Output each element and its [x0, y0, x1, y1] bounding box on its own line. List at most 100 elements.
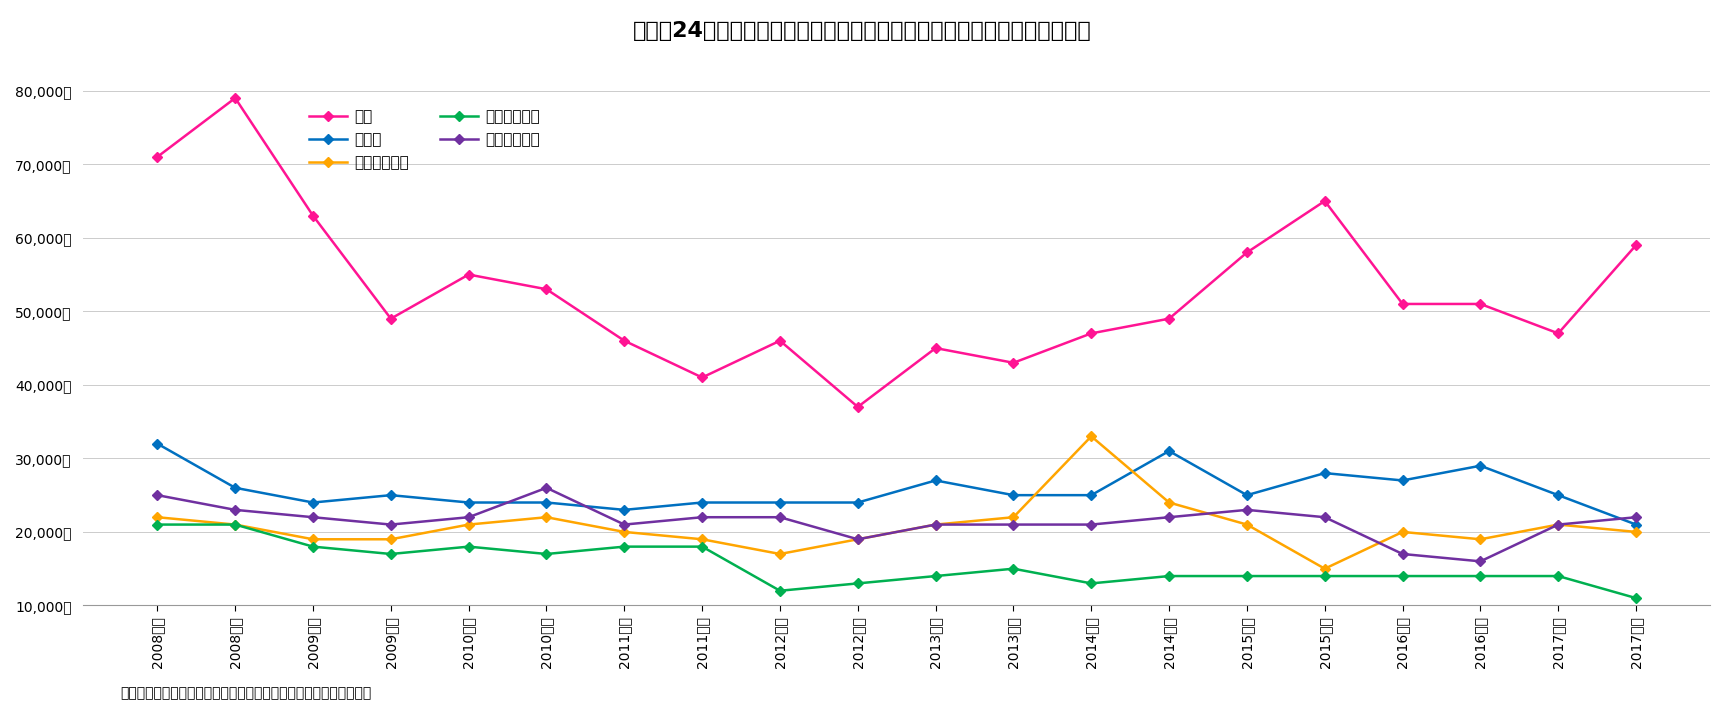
大通（札幌）	[224, 520, 245, 529]
銀座	[1237, 249, 1258, 257]
栄（名古屋）	[459, 520, 480, 529]
栄（名古屋）	[1314, 565, 1335, 573]
栄（名古屋）	[302, 535, 323, 543]
心斎橋	[692, 498, 712, 507]
栄（名古屋）	[847, 535, 868, 543]
大通（札幌）	[147, 520, 167, 529]
天神（福岡）	[692, 513, 712, 522]
銀座	[302, 211, 323, 220]
栄（名古屋）	[1004, 513, 1025, 522]
大通（札幌）	[1237, 572, 1258, 580]
Line: 大通（札幌）: 大通（札幌）	[154, 521, 1639, 602]
栄（名古屋）	[147, 513, 167, 522]
大通（札幌）	[1625, 594, 1646, 603]
天神（福岡）	[1547, 520, 1568, 529]
大通（札幌）	[1159, 572, 1180, 580]
栄（名古屋）	[1082, 432, 1102, 441]
心斎橋	[925, 476, 945, 484]
栄（名古屋）	[1392, 528, 1413, 536]
天神（福岡）	[1470, 557, 1490, 565]
心斎橋	[1004, 491, 1025, 499]
Text: 図表－24　主要都市のプライム商業エリア路面店舗賃料（月･坪当たり）: 図表－24 主要都市のプライム商業エリア路面店舗賃料（月･坪当たり）	[633, 21, 1092, 41]
心斎橋	[1237, 491, 1258, 499]
銀座	[1547, 329, 1568, 338]
心斎橋	[224, 484, 245, 492]
栄（名古屋）	[1237, 520, 1258, 529]
銀座	[224, 94, 245, 102]
銀座	[847, 403, 868, 411]
心斎橋	[769, 498, 790, 507]
Text: （出所）日本不動産研究所、ビーエーシー・アーバンプロジェクト: （出所）日本不動産研究所、ビーエーシー・アーバンプロジェクト	[121, 686, 373, 700]
天神（福岡）	[302, 513, 323, 522]
心斎橋	[847, 498, 868, 507]
大通（札幌）	[614, 542, 635, 551]
心斎橋	[614, 505, 635, 514]
天神（福岡）	[224, 505, 245, 514]
心斎橋	[381, 491, 402, 499]
栄（名古屋）	[1470, 535, 1490, 543]
天神（福岡）	[1082, 520, 1102, 529]
心斎橋	[1392, 476, 1413, 484]
心斎橋	[1625, 520, 1646, 529]
天神（福岡）	[847, 535, 868, 543]
銀座	[692, 373, 712, 382]
栄（名古屋）	[925, 520, 945, 529]
大通（札幌）	[1392, 572, 1413, 580]
銀座	[1470, 300, 1490, 308]
天神（福岡）	[147, 491, 167, 499]
天神（福岡）	[381, 520, 402, 529]
大通（札幌）	[1314, 572, 1335, 580]
銀座	[769, 337, 790, 345]
銀座	[381, 315, 402, 323]
栄（名古屋）	[224, 520, 245, 529]
大通（札幌）	[692, 542, 712, 551]
心斎橋	[1547, 491, 1568, 499]
大通（札幌）	[381, 550, 402, 558]
天神（福岡）	[1004, 520, 1025, 529]
天神（福岡）	[459, 513, 480, 522]
栄（名古屋）	[614, 528, 635, 536]
心斎橋	[1159, 447, 1180, 455]
栄（名古屋）	[769, 550, 790, 558]
銀座	[147, 153, 167, 161]
大通（札幌）	[1004, 565, 1025, 573]
栄（名古屋）	[381, 535, 402, 543]
大通（札幌）	[1547, 572, 1568, 580]
大通（札幌）	[1082, 579, 1102, 588]
栄（名古屋）	[536, 513, 557, 522]
大通（札幌）	[925, 572, 945, 580]
栄（名古屋）	[1625, 528, 1646, 536]
銀座	[1392, 300, 1413, 308]
天神（福岡）	[1392, 550, 1413, 558]
銀座	[536, 285, 557, 294]
天神（福岡）	[1625, 513, 1646, 522]
大通（札幌）	[536, 550, 557, 558]
栄（名古屋）	[1159, 498, 1180, 507]
Line: 栄（名古屋）: 栄（名古屋）	[154, 433, 1639, 572]
栄（名古屋）	[1547, 520, 1568, 529]
天神（福岡）	[925, 520, 945, 529]
心斎橋	[536, 498, 557, 507]
心斎橋	[1082, 491, 1102, 499]
大通（札幌）	[1470, 572, 1490, 580]
栄（名古屋）	[692, 535, 712, 543]
Line: 銀座: 銀座	[154, 94, 1639, 410]
心斎橋	[459, 498, 480, 507]
心斎橋	[1470, 462, 1490, 470]
心斎橋	[147, 439, 167, 448]
大通（札幌）	[459, 542, 480, 551]
大通（札幌）	[302, 542, 323, 551]
銀座	[614, 337, 635, 345]
Line: 心斎橋: 心斎橋	[154, 440, 1639, 528]
銀座	[1004, 358, 1025, 367]
Legend: 銀座, 心斎橋, 栄（名古屋）, 大通（札幌）, 天神（福岡）: 銀座, 心斎橋, 栄（名古屋）, 大通（札幌）, 天神（福岡）	[302, 103, 547, 176]
大通（札幌）	[769, 586, 790, 595]
銀座	[459, 270, 480, 279]
天神（福岡）	[1314, 513, 1335, 522]
天神（福岡）	[614, 520, 635, 529]
心斎橋	[302, 498, 323, 507]
天神（福岡）	[1159, 513, 1180, 522]
天神（福岡）	[769, 513, 790, 522]
銀座	[1625, 241, 1646, 249]
銀座	[1314, 197, 1335, 206]
